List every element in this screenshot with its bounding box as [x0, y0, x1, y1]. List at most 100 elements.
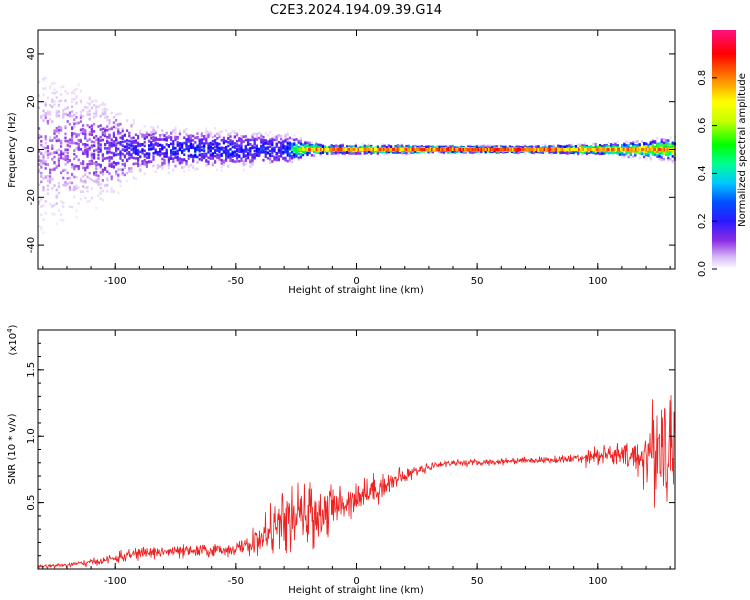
heatmap-ridge-cell: [624, 148, 627, 151]
heatmap-cell: [42, 231, 45, 234]
heatmap-cell: [55, 115, 58, 119]
heatmap-cell: [115, 126, 118, 130]
heatmap-cell: [117, 123, 120, 126]
heatmap-cell: [161, 161, 164, 165]
heatmap-cell: [95, 106, 98, 109]
heatmap-cell: [172, 157, 175, 160]
heatmap-cell: [117, 112, 120, 116]
heatmap-cell: [599, 152, 602, 156]
heatmap-cell: [570, 145, 573, 149]
heatmap-cell: [75, 135, 78, 138]
heatmap-cell: [621, 144, 624, 147]
heatmap-cell: [262, 146, 265, 149]
heatmap-cell: [271, 139, 274, 142]
heatmap-ridge-cell: [603, 148, 606, 151]
heatmap-cell: [77, 158, 80, 162]
heatmap-cell: [99, 135, 102, 139]
heatmap-cell: [266, 133, 269, 137]
heatmap-cell: [95, 167, 98, 171]
heatmap-cell: [79, 179, 82, 183]
heatmap-cell: [66, 120, 69, 123]
heatmap-y-tick-label: -40: [26, 237, 37, 253]
heatmap-cell: [194, 147, 197, 151]
heatmap-cell: [255, 150, 258, 153]
heatmap-cell: [442, 151, 445, 154]
heatmap-cell: [75, 209, 78, 213]
heatmap-cell: [456, 150, 459, 153]
heatmap-ridge-cell: [401, 148, 403, 151]
heatmap-cell: [612, 142, 615, 145]
heatmap-ridge-cell: [419, 148, 421, 151]
heatmap-cell: [176, 137, 179, 140]
heatmap-cell: [86, 175, 89, 179]
heatmap-cell: [75, 184, 78, 187]
heatmap-ridge-cell: [485, 148, 487, 151]
heatmap-cell: [104, 184, 107, 187]
heatmap-ridge-cell: [630, 148, 633, 151]
heatmap-cell: [88, 146, 91, 150]
heatmap-cell: [53, 129, 56, 132]
heatmap-cell: [119, 184, 122, 188]
heatmap-cell: [262, 142, 265, 146]
heatmap-cell: [62, 152, 65, 156]
heatmap-cell: [172, 140, 175, 143]
heatmap-cell: [84, 152, 87, 155]
heatmap-cell: [418, 144, 421, 148]
heatmap-cell: [629, 152, 632, 155]
heatmap-cell: [75, 111, 78, 115]
heatmap-ridge-cell: [326, 148, 328, 151]
heatmap-cell: [579, 143, 582, 147]
heatmap-cell: [255, 152, 258, 155]
heatmap-cell: [207, 133, 210, 137]
heatmap-cell: [108, 133, 111, 137]
heatmap-cell: [535, 145, 538, 148]
heatmap-cell: [71, 136, 74, 139]
heatmap-cell: [621, 155, 624, 159]
heatmap-cell: [623, 143, 626, 147]
heatmap-cell: [522, 144, 525, 148]
snr-y-tick-label: 1.5: [26, 362, 37, 378]
heatmap-cell: [280, 154, 283, 158]
heatmap-cell: [550, 152, 553, 156]
heatmap-cell: [117, 130, 120, 134]
heatmap-cell: [49, 113, 52, 116]
heatmap-cell: [570, 149, 573, 153]
heatmap-cell: [51, 139, 54, 142]
heatmap-cell: [53, 100, 56, 103]
heatmap-cell: [82, 124, 85, 127]
heatmap-cell: [233, 154, 236, 157]
heatmap-ridge-cell: [558, 148, 561, 151]
heatmap-ridge-cell: [488, 148, 490, 151]
heatmap-cell: [77, 121, 80, 125]
heatmap-cell: [572, 151, 575, 154]
heatmap-cell: [143, 134, 146, 137]
heatmap-cell: [225, 129, 228, 132]
heatmap-cell: [225, 157, 228, 161]
heatmap-cell: [271, 151, 274, 155]
heatmap-cell: [143, 141, 146, 144]
heatmap-cell: [79, 90, 82, 93]
heatmap-ridge-cell: [299, 148, 301, 151]
heatmap-cell: [163, 153, 166, 157]
heatmap-ridge-cell: [587, 148, 589, 151]
heatmap-ridge-cell: [396, 148, 399, 151]
heatmap-cell: [291, 145, 294, 148]
heatmap-cell: [64, 150, 67, 154]
heatmap-cell: [385, 152, 388, 156]
heatmap-ridge-cell: [579, 148, 582, 151]
heatmap-cell: [269, 161, 272, 164]
heatmap-cell: [117, 173, 120, 177]
heatmap-ridge-cell: [342, 148, 345, 151]
heatmap-cell: [315, 144, 318, 148]
heatmap-cell: [154, 131, 157, 135]
heatmap-cell: [332, 145, 335, 148]
heatmap-cell: [616, 152, 619, 155]
heatmap-cell: [42, 93, 45, 97]
heatmap-cell: [258, 153, 261, 156]
heatmap-cell: [216, 132, 219, 136]
heatmap-cell: [156, 126, 159, 129]
heatmap-cell: [64, 180, 67, 184]
heatmap-cell: [588, 149, 591, 153]
heatmap-ridge-cell: [585, 148, 588, 151]
heatmap-cell: [44, 101, 47, 105]
